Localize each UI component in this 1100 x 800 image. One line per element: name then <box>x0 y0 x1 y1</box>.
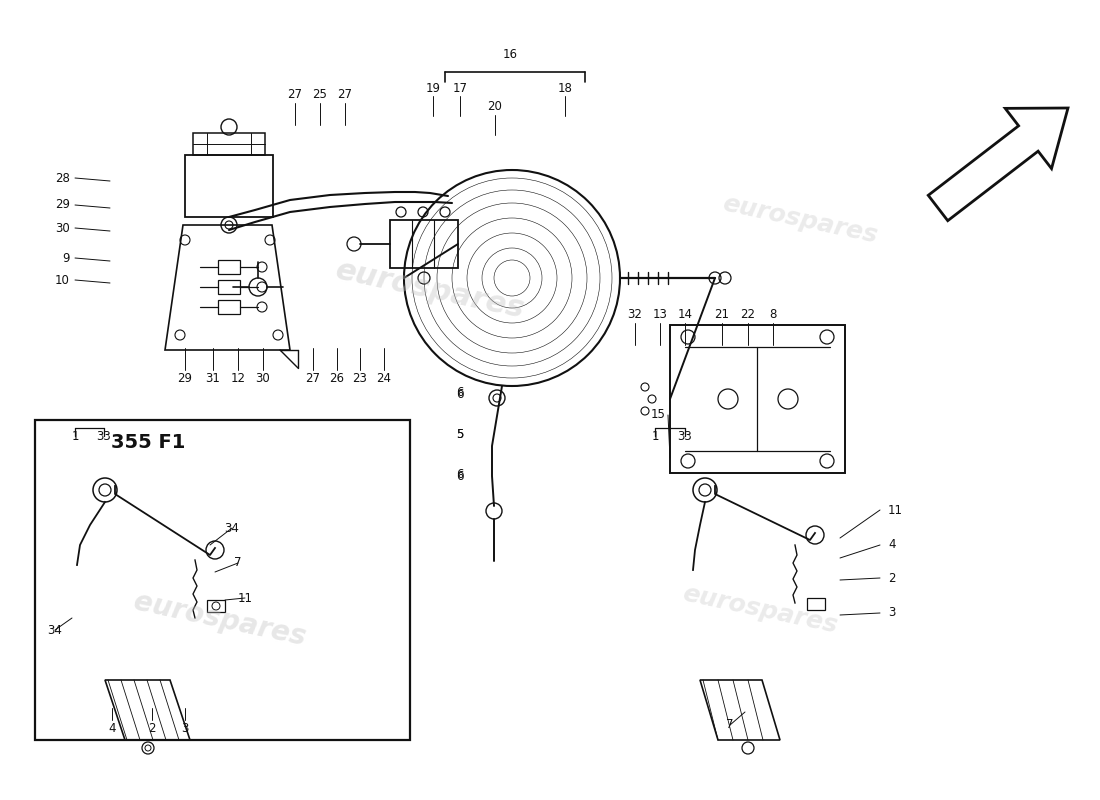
Text: 7: 7 <box>726 718 734 731</box>
Text: 15: 15 <box>650 409 666 422</box>
Text: 6: 6 <box>456 470 464 482</box>
Text: 12: 12 <box>231 371 245 385</box>
Text: 27: 27 <box>338 89 352 102</box>
Polygon shape <box>928 108 1068 221</box>
Bar <box>218 300 240 314</box>
Bar <box>192 133 265 155</box>
Text: 24: 24 <box>376 371 392 385</box>
Bar <box>218 280 240 294</box>
Text: 14: 14 <box>678 309 693 322</box>
Bar <box>218 260 240 274</box>
Text: 2: 2 <box>888 571 895 585</box>
Text: 3: 3 <box>182 722 189 734</box>
Text: 4: 4 <box>888 538 895 551</box>
Text: eurospares: eurospares <box>720 192 880 248</box>
Text: 30: 30 <box>255 371 271 385</box>
Text: 27: 27 <box>287 89 303 102</box>
Text: 5: 5 <box>456 429 464 442</box>
Text: eurospares: eurospares <box>680 582 839 638</box>
Bar <box>207 600 226 612</box>
Text: 34: 34 <box>47 623 63 637</box>
Text: 6: 6 <box>456 469 464 482</box>
Text: 32: 32 <box>628 309 642 322</box>
Text: eurospares: eurospares <box>131 588 309 652</box>
Text: 29: 29 <box>55 198 70 211</box>
Text: 11: 11 <box>238 591 253 605</box>
Text: 17: 17 <box>452 82 468 94</box>
Bar <box>185 155 273 217</box>
Text: 11: 11 <box>888 503 903 517</box>
Text: eurospares: eurospares <box>332 256 527 324</box>
Text: 29: 29 <box>177 371 192 385</box>
Text: 8: 8 <box>769 309 777 322</box>
Text: 26: 26 <box>330 371 344 385</box>
Bar <box>35 420 410 740</box>
Text: 30: 30 <box>55 222 70 234</box>
Text: 5: 5 <box>456 429 464 442</box>
Text: 25: 25 <box>312 89 328 102</box>
Text: 33: 33 <box>97 430 111 443</box>
Text: 6: 6 <box>456 389 464 402</box>
Text: 355 F1: 355 F1 <box>111 434 185 453</box>
Text: 33: 33 <box>678 430 692 443</box>
Text: 34: 34 <box>224 522 240 534</box>
Text: 23: 23 <box>353 371 367 385</box>
Bar <box>670 325 845 473</box>
Text: 3: 3 <box>888 606 895 619</box>
Text: 20: 20 <box>487 101 503 114</box>
Bar <box>390 220 458 268</box>
Text: 13: 13 <box>652 309 668 322</box>
Text: 7: 7 <box>234 557 242 570</box>
Text: 28: 28 <box>55 171 70 185</box>
Text: 18: 18 <box>558 82 572 94</box>
Text: 1: 1 <box>72 430 79 443</box>
Text: 27: 27 <box>306 371 320 385</box>
Text: 1: 1 <box>651 430 659 443</box>
Text: 21: 21 <box>715 309 729 322</box>
Text: 16: 16 <box>503 47 517 61</box>
Text: 6: 6 <box>456 386 464 398</box>
Text: 19: 19 <box>426 82 440 94</box>
Text: 2: 2 <box>148 722 156 734</box>
Text: 31: 31 <box>206 371 220 385</box>
Text: 22: 22 <box>740 309 756 322</box>
Text: 10: 10 <box>55 274 70 286</box>
Text: 4: 4 <box>108 722 115 734</box>
Text: 9: 9 <box>63 251 70 265</box>
Bar <box>807 598 825 610</box>
